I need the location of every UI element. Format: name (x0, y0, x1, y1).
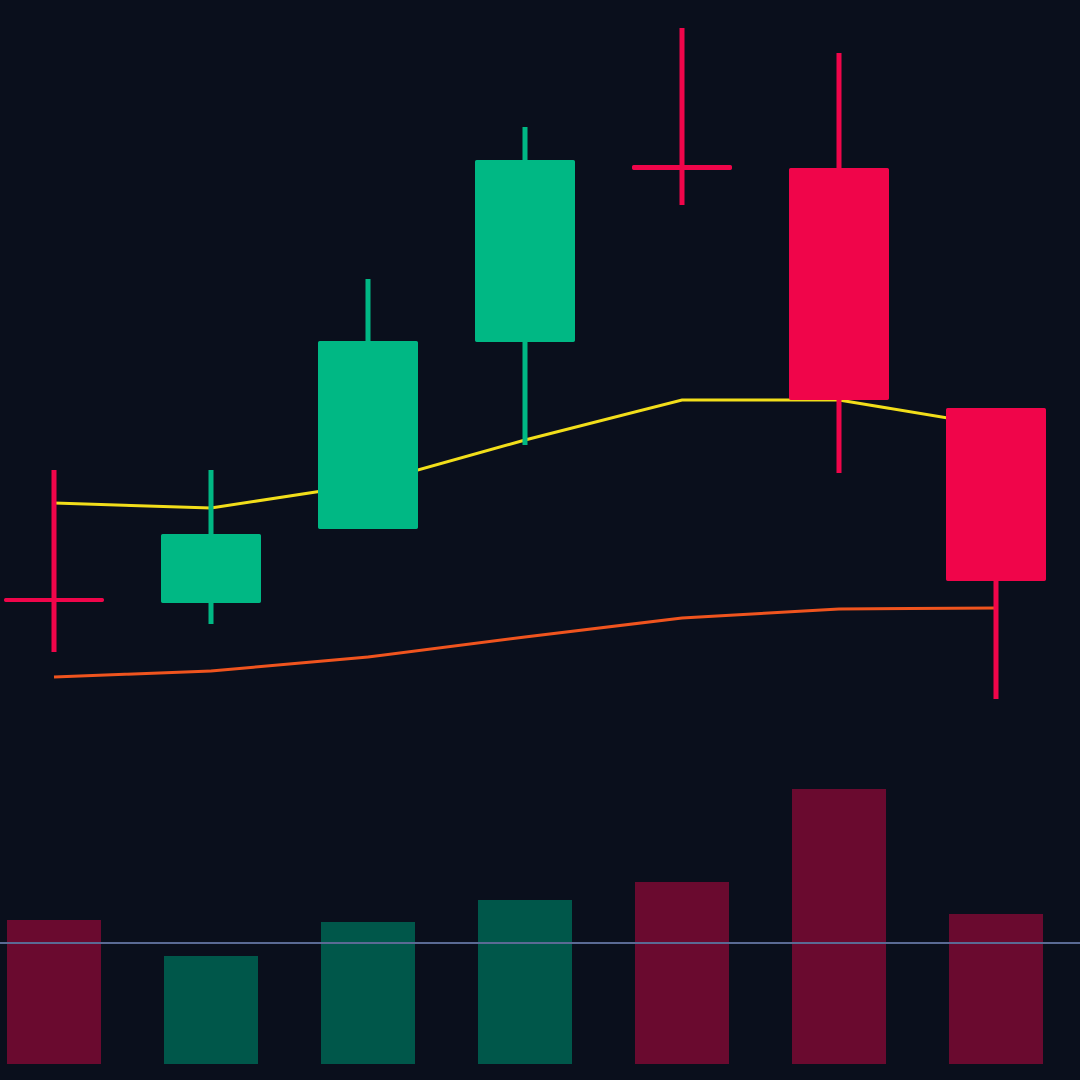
candle-body (789, 168, 889, 400)
volume-bar (635, 882, 729, 1064)
volume-bar (321, 922, 415, 1064)
candle-body (161, 534, 261, 603)
candle-body (475, 160, 575, 342)
volume-bar (478, 900, 572, 1064)
candle-body (318, 341, 418, 529)
volume-bar (164, 956, 258, 1064)
moving-average-line (53, 606, 997, 679)
candle-body (4, 598, 104, 602)
volume-bar (792, 789, 886, 1064)
candle-body (632, 165, 732, 170)
volume-bar (7, 920, 101, 1064)
volume-bar (949, 914, 1043, 1064)
candle-body (946, 408, 1046, 581)
